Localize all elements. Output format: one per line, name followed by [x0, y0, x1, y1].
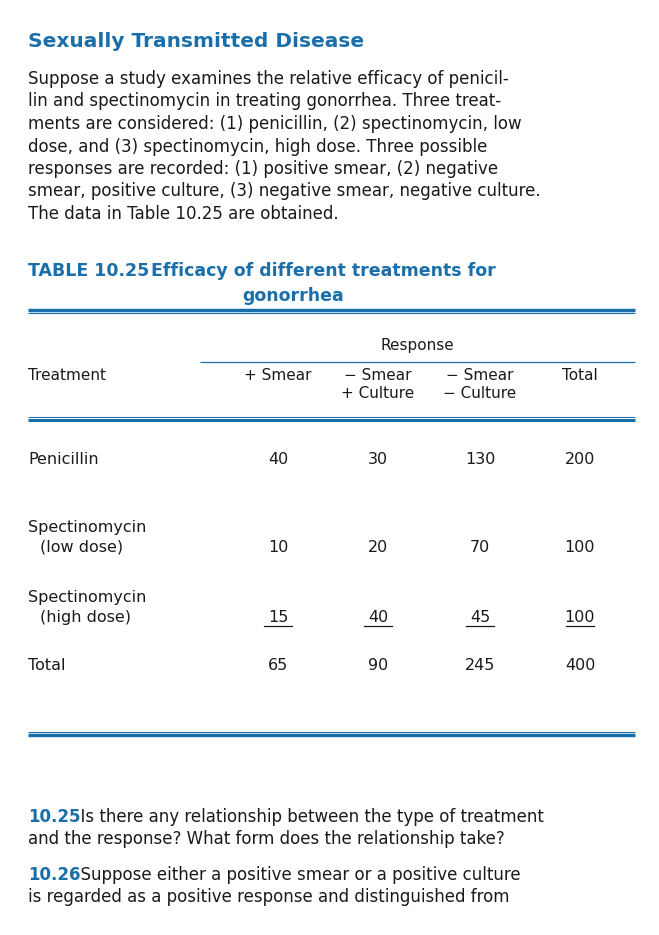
Text: 100: 100 [565, 540, 595, 555]
Text: + Culture: + Culture [341, 386, 415, 401]
Text: TABLE 10.25: TABLE 10.25 [28, 262, 149, 280]
Text: lin and spectinomycin in treating gonorrhea. Three treat-: lin and spectinomycin in treating gonorr… [28, 93, 501, 110]
Text: Total: Total [562, 368, 598, 383]
Text: smear, positive culture, (3) negative smear, negative culture.: smear, positive culture, (3) negative sm… [28, 182, 540, 200]
Text: 40: 40 [268, 452, 288, 467]
Text: 90: 90 [368, 658, 388, 673]
Text: 20: 20 [368, 540, 388, 555]
Text: Is there any relationship between the type of treatment: Is there any relationship between the ty… [70, 808, 544, 826]
Text: + Smear: + Smear [244, 368, 312, 383]
Text: ments are considered: (1) penicillin, (2) spectinomycin, low: ments are considered: (1) penicillin, (2… [28, 115, 522, 133]
Text: 10.25: 10.25 [28, 808, 80, 826]
Text: Suppose a study examines the relative efficacy of penicil-: Suppose a study examines the relative ef… [28, 70, 509, 88]
Text: Suppose either a positive smear or a positive culture: Suppose either a positive smear or a pos… [70, 866, 521, 884]
Text: 400: 400 [565, 658, 595, 673]
Text: − Smear: − Smear [344, 368, 412, 383]
Text: Treatment: Treatment [28, 368, 106, 383]
Text: Efficacy of different treatments for: Efficacy of different treatments for [133, 262, 496, 280]
Text: 15: 15 [268, 610, 288, 625]
Text: 130: 130 [465, 452, 495, 467]
Text: Spectinomycin: Spectinomycin [28, 520, 146, 535]
Text: Penicillin: Penicillin [28, 452, 99, 467]
Text: gonorrhea: gonorrhea [242, 287, 344, 305]
Text: Response: Response [381, 338, 454, 353]
Text: 70: 70 [470, 540, 490, 555]
Text: 245: 245 [465, 658, 495, 673]
Text: 30: 30 [368, 452, 388, 467]
Text: Total: Total [28, 658, 65, 673]
Text: 40: 40 [368, 610, 388, 625]
Text: responses are recorded: (1) positive smear, (2) negative: responses are recorded: (1) positive sme… [28, 160, 498, 178]
Text: The data in Table 10.25 are obtained.: The data in Table 10.25 are obtained. [28, 205, 339, 223]
Text: 200: 200 [565, 452, 595, 467]
Text: − Smear: − Smear [446, 368, 514, 383]
Text: (low dose): (low dose) [40, 540, 123, 555]
Text: 45: 45 [470, 610, 490, 625]
Text: − Culture: − Culture [444, 386, 517, 401]
Text: Sexually Transmitted Disease: Sexually Transmitted Disease [28, 32, 364, 51]
Text: (high dose): (high dose) [40, 610, 131, 625]
Text: is regarded as a positive response and distinguished from: is regarded as a positive response and d… [28, 888, 509, 907]
Text: 10.26: 10.26 [28, 866, 80, 884]
Text: 100: 100 [565, 610, 595, 625]
Text: Spectinomycin: Spectinomycin [28, 590, 146, 605]
Text: dose, and (3) spectinomycin, high dose. Three possible: dose, and (3) spectinomycin, high dose. … [28, 137, 488, 155]
Text: 65: 65 [268, 658, 288, 673]
Text: 10: 10 [268, 540, 288, 555]
Text: and the response? What form does the relationship take?: and the response? What form does the rel… [28, 830, 505, 848]
